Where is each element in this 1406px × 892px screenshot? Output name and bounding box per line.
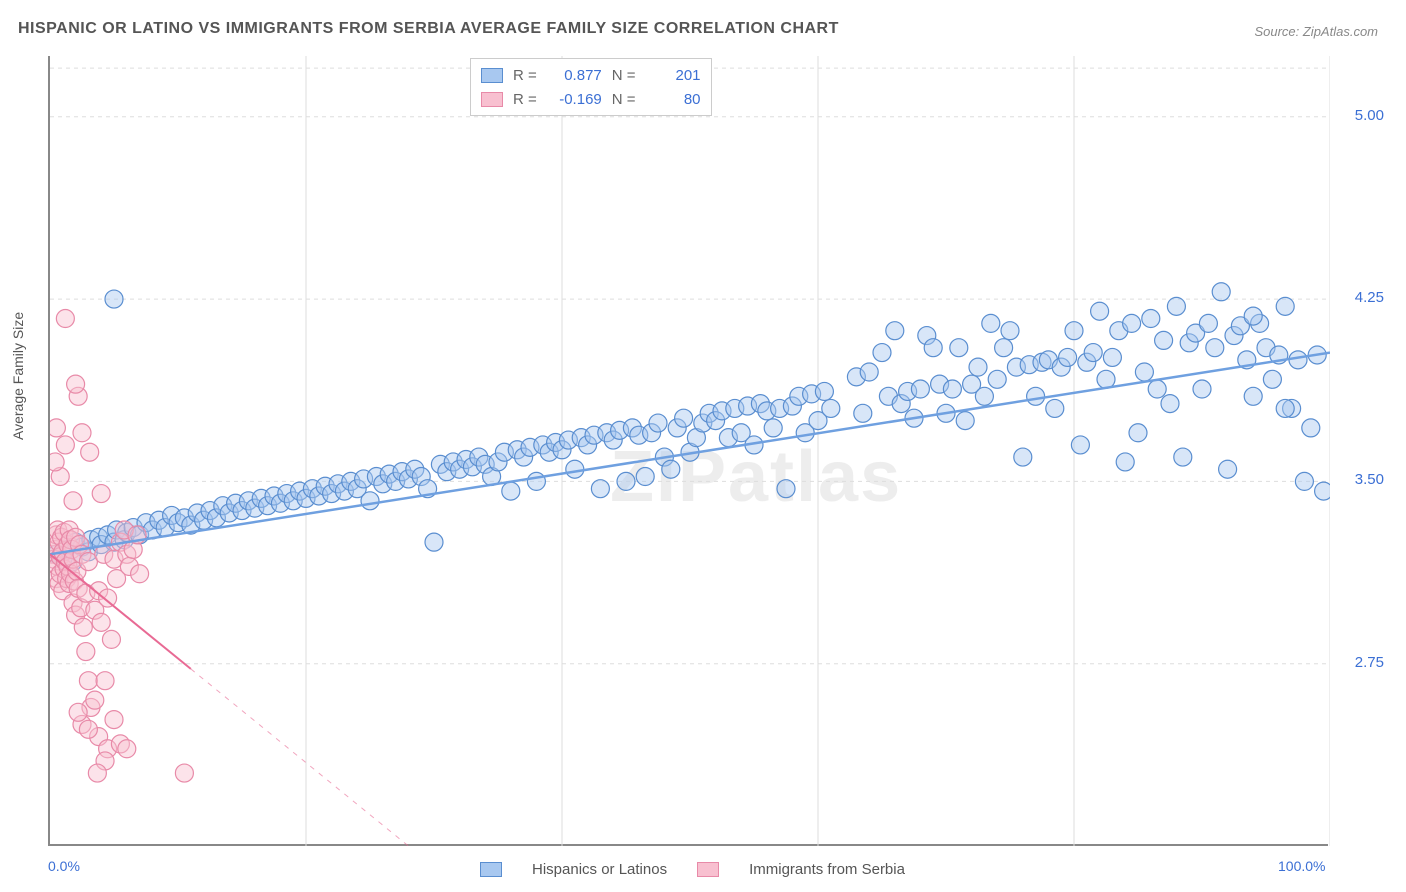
r-value: 0.877 [547,67,602,84]
y-tick-label: 5.00 [1355,107,1384,124]
r-label: R = [513,67,537,84]
n-value: 80 [646,91,701,108]
legend-swatch-pink-icon [697,862,719,877]
y-axis-label: Average Family Size [10,312,26,440]
x-tick-label: 0.0% [48,858,80,874]
y-tick-label: 2.75 [1355,654,1384,671]
bottom-legend: Hispanics or Latinos Immigrants from Ser… [480,861,905,878]
r-label: R = [513,91,537,108]
correlation-stats-box: R = 0.877 N = 201 R = -0.169 N = 80 [470,58,712,116]
legend-label-pink: Immigrants from Serbia [749,861,905,878]
swatch-pink-icon [481,92,503,107]
y-tick-label: 4.25 [1355,289,1384,306]
legend-swatch-blue-icon [480,862,502,877]
chart-title: HISPANIC OR LATINO VS IMMIGRANTS FROM SE… [18,20,839,38]
plot-svg [50,56,1330,846]
scatter-plot: ZIPatlas [48,56,1328,846]
n-label: N = [612,67,636,84]
x-tick-label: 100.0% [1278,858,1325,874]
stats-row-pink: R = -0.169 N = 80 [481,87,701,111]
r-value: -0.169 [547,91,602,108]
n-value: 201 [646,67,701,84]
stats-row-blue: R = 0.877 N = 201 [481,63,701,87]
n-label: N = [612,91,636,108]
source-attribution: Source: ZipAtlas.com [1254,24,1378,39]
y-tick-label: 3.50 [1355,471,1384,488]
legend-label-blue: Hispanics or Latinos [532,861,667,878]
swatch-blue-icon [481,68,503,83]
